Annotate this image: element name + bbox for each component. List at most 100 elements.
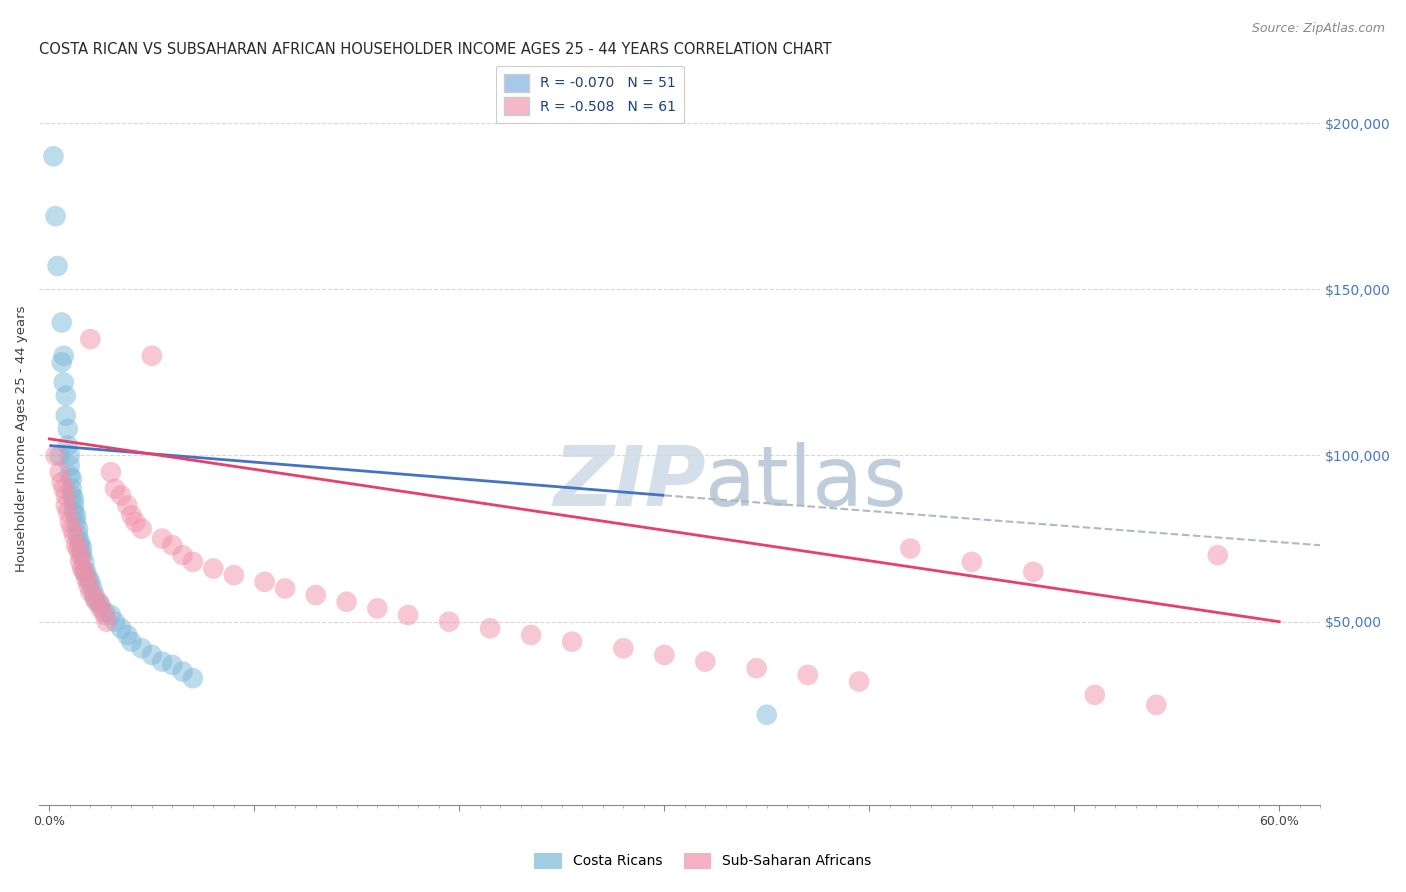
- Point: [848, 674, 870, 689]
- Point: [202, 561, 225, 575]
- Point: [69, 535, 91, 549]
- Point: [52, 349, 75, 363]
- Point: [960, 555, 983, 569]
- Point: [1206, 548, 1229, 562]
- Point: [305, 588, 328, 602]
- Point: [75, 572, 97, 586]
- Text: atlas: atlas: [706, 442, 907, 524]
- Point: [222, 568, 245, 582]
- Point: [100, 465, 122, 479]
- Point: [79, 574, 101, 589]
- Point: [695, 655, 717, 669]
- Point: [59, 468, 82, 483]
- Point: [336, 595, 359, 609]
- Point: [117, 628, 139, 642]
- Point: [87, 595, 110, 609]
- Point: [110, 621, 132, 635]
- Point: [1022, 565, 1045, 579]
- Point: [150, 655, 173, 669]
- Text: Source: ZipAtlas.com: Source: ZipAtlas.com: [1251, 22, 1385, 36]
- Point: [69, 555, 91, 569]
- Point: [48, 465, 70, 479]
- Point: [83, 591, 105, 606]
- Point: [93, 605, 115, 619]
- Point: [70, 548, 93, 562]
- Point: [274, 582, 297, 596]
- Point: [181, 671, 204, 685]
- Point: [73, 565, 96, 579]
- Point: [52, 376, 75, 390]
- Point: [51, 316, 73, 330]
- Point: [69, 538, 91, 552]
- Point: [44, 209, 66, 223]
- Legend: Costa Ricans, Sub-Saharan Africans: Costa Ricans, Sub-Saharan Africans: [529, 847, 877, 874]
- Point: [69, 548, 91, 562]
- Point: [141, 349, 163, 363]
- Point: [73, 555, 96, 569]
- Point: [60, 482, 83, 496]
- Point: [181, 555, 204, 569]
- Point: [48, 449, 70, 463]
- Point: [93, 608, 115, 623]
- Point: [110, 488, 132, 502]
- Point: [56, 505, 79, 519]
- Point: [51, 475, 73, 489]
- Point: [117, 499, 139, 513]
- Point: [44, 449, 66, 463]
- Point: [70, 541, 93, 556]
- Point: [67, 541, 90, 556]
- Point: [90, 601, 112, 615]
- Point: [86, 595, 108, 609]
- Point: [67, 528, 90, 542]
- Point: [60, 472, 83, 486]
- Point: [73, 565, 96, 579]
- Point: [652, 648, 675, 662]
- Point: [162, 538, 184, 552]
- Point: [150, 532, 173, 546]
- Point: [59, 515, 82, 529]
- Text: COSTA RICAN VS SUBSAHARAN AFRICAN HOUSEHOLDER INCOME AGES 25 - 44 YEARS CORRELAT: COSTA RICAN VS SUBSAHARAN AFRICAN HOUSEH…: [39, 42, 832, 57]
- Point: [77, 572, 100, 586]
- Point: [82, 582, 104, 596]
- Point: [396, 608, 419, 623]
- Point: [55, 499, 77, 513]
- Point: [83, 588, 105, 602]
- Point: [56, 438, 79, 452]
- Text: ZIP: ZIP: [553, 442, 706, 524]
- Point: [253, 574, 276, 589]
- Point: [60, 522, 83, 536]
- Point: [131, 522, 153, 536]
- Point: [77, 578, 100, 592]
- Point: [42, 149, 65, 163]
- Point: [1144, 698, 1167, 712]
- Point: [172, 548, 194, 562]
- Point: [65, 508, 87, 523]
- Y-axis label: Householder Income Ages 25 - 44 years: Householder Income Ages 25 - 44 years: [15, 306, 28, 572]
- Point: [437, 615, 460, 629]
- Point: [104, 615, 127, 629]
- Point: [104, 482, 127, 496]
- Point: [75, 565, 97, 579]
- Point: [59, 449, 82, 463]
- Point: [1084, 688, 1107, 702]
- Point: [120, 634, 142, 648]
- Point: [561, 634, 583, 648]
- Point: [96, 615, 118, 629]
- Point: [79, 584, 101, 599]
- Point: [65, 538, 87, 552]
- Point: [797, 668, 820, 682]
- Point: [59, 458, 82, 473]
- Point: [51, 355, 73, 369]
- Point: [55, 488, 77, 502]
- Point: [70, 561, 93, 575]
- Point: [63, 499, 86, 513]
- Point: [745, 661, 768, 675]
- Point: [520, 628, 543, 642]
- Point: [56, 422, 79, 436]
- Point: [63, 491, 86, 506]
- Point: [55, 409, 77, 423]
- Point: [46, 259, 69, 273]
- Point: [67, 522, 90, 536]
- Point: [612, 641, 634, 656]
- Point: [479, 621, 502, 635]
